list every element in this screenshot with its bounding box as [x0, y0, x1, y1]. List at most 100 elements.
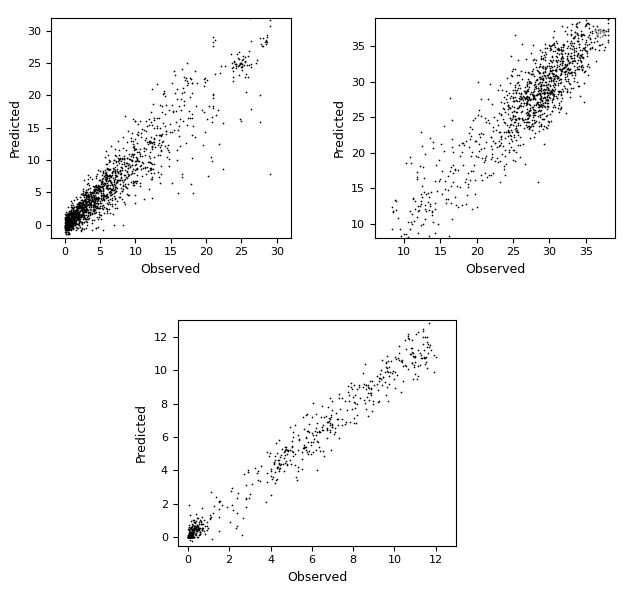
Point — [63, 227, 74, 237]
Point — [365, 388, 375, 398]
Point — [572, 18, 582, 28]
Point — [416, 353, 426, 362]
Point — [184, 531, 195, 541]
Point — [570, 56, 580, 66]
Point — [93, 223, 103, 232]
Point — [95, 186, 105, 195]
Point — [67, 223, 77, 232]
Point — [67, 212, 77, 221]
Point — [467, 204, 477, 213]
Point — [139, 143, 149, 152]
Point — [169, 66, 179, 76]
Point — [362, 393, 372, 402]
Point — [327, 420, 337, 429]
Point — [110, 180, 120, 190]
Point — [547, 106, 557, 116]
Point — [86, 196, 96, 206]
Point — [571, 21, 581, 30]
Point — [351, 419, 361, 428]
Point — [61, 216, 71, 226]
Point — [74, 208, 84, 218]
Point — [83, 171, 93, 180]
Point — [177, 170, 187, 179]
Point — [448, 168, 458, 177]
Point — [81, 191, 91, 200]
Point — [102, 171, 112, 180]
Point — [124, 161, 134, 170]
Point — [549, 69, 559, 78]
Point — [106, 177, 116, 187]
Point — [262, 468, 272, 478]
Point — [95, 181, 105, 190]
Point — [550, 46, 560, 56]
Point — [115, 169, 125, 178]
Point — [91, 193, 101, 203]
Point — [525, 95, 535, 105]
Point — [65, 207, 75, 216]
Point — [70, 209, 80, 218]
Point — [419, 352, 429, 361]
Point — [156, 145, 166, 155]
Point — [603, 24, 613, 34]
Point — [78, 206, 88, 216]
Point — [62, 225, 72, 235]
Point — [162, 143, 172, 152]
Point — [416, 235, 426, 245]
Point — [67, 209, 77, 219]
Point — [302, 426, 313, 436]
Point — [87, 195, 98, 205]
Point — [548, 90, 558, 100]
Point — [66, 214, 76, 224]
Point — [349, 419, 359, 428]
Point — [68, 212, 78, 221]
Point — [140, 162, 150, 172]
Point — [92, 202, 102, 211]
Point — [94, 182, 104, 192]
Point — [119, 175, 129, 184]
Point — [82, 179, 92, 189]
Point — [76, 218, 86, 227]
Point — [187, 109, 197, 119]
Point — [534, 88, 545, 98]
Point — [186, 524, 196, 534]
Point — [540, 47, 550, 56]
Point — [95, 175, 105, 184]
Point — [398, 376, 408, 385]
Point — [67, 213, 77, 222]
Point — [598, 25, 608, 35]
Point — [110, 144, 120, 154]
Point — [503, 101, 514, 111]
Point — [536, 79, 547, 89]
Point — [74, 221, 84, 230]
Point — [192, 520, 202, 530]
Point — [109, 192, 119, 201]
Point — [535, 94, 545, 104]
Point — [84, 207, 94, 216]
Point — [167, 78, 177, 88]
Point — [183, 529, 193, 538]
Point — [188, 188, 198, 197]
Point — [236, 59, 246, 68]
Point — [407, 358, 417, 368]
Point — [64, 213, 74, 223]
Point — [430, 198, 440, 208]
Point — [96, 177, 107, 187]
Point — [373, 385, 383, 395]
Point — [64, 229, 74, 238]
Point — [463, 179, 474, 189]
Point — [299, 442, 309, 451]
Point — [77, 201, 87, 211]
Point — [92, 203, 102, 213]
Point — [503, 127, 513, 136]
Point — [585, 27, 595, 37]
Point — [119, 170, 129, 180]
Point — [74, 202, 84, 211]
Point — [94, 175, 104, 184]
Point — [81, 205, 91, 214]
Point — [540, 66, 550, 76]
Point — [476, 94, 486, 103]
Point — [82, 211, 93, 221]
Point — [427, 187, 437, 197]
Point — [90, 196, 100, 205]
Point — [152, 79, 162, 88]
